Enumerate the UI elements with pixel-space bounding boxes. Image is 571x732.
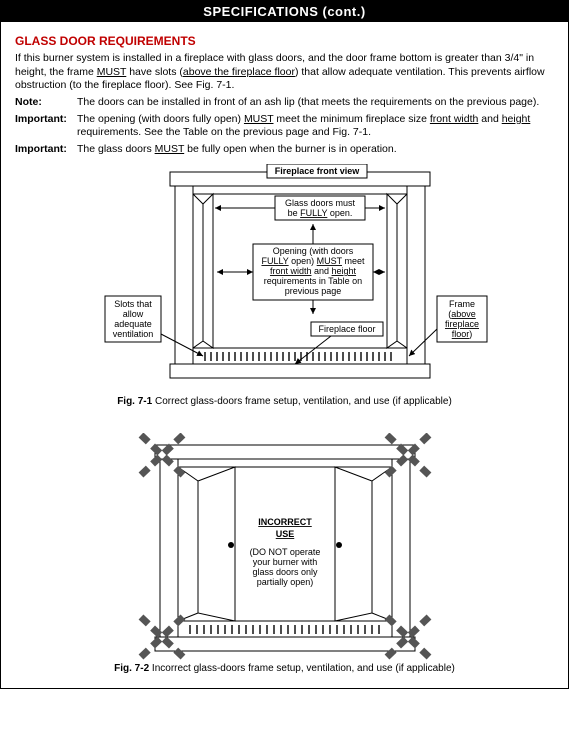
svg-text:Glass doors must: Glass doors must — [284, 198, 355, 208]
svg-text:INCORRECT: INCORRECT — [258, 517, 312, 527]
section-title: GLASS DOOR REQUIREMENTS — [15, 34, 554, 48]
svg-text:Fireplace floor: Fireplace floor — [318, 324, 375, 334]
svg-text:requirements in Table on: requirements in Table on — [263, 276, 361, 286]
note-row: Note: The doors can be installed in fron… — [15, 96, 554, 110]
svg-text:glass doors only: glass doors only — [252, 567, 318, 577]
important-label-2: Important: — [15, 143, 77, 157]
svg-text:fireplace: fireplace — [444, 319, 478, 329]
svg-text:adequate: adequate — [114, 319, 152, 329]
svg-text:Slots that: Slots that — [114, 299, 152, 309]
figure-7-2-caption: Fig. 7-2 Incorrect glass-doors frame set… — [15, 663, 554, 674]
svg-text:Fireplace front view: Fireplace front view — [274, 166, 360, 176]
svg-text:partially open): partially open) — [256, 577, 313, 587]
svg-text:front width and height: front width and height — [269, 266, 356, 276]
important-row-1: Important: The opening (with doors fully… — [15, 113, 554, 140]
figure-7-1-svg: Fireplace front view Glass doors must be… — [75, 164, 495, 394]
content-area: GLASS DOOR REQUIREMENTS If this burner s… — [1, 22, 568, 678]
intro-paragraph: If this burner system is installed in a … — [15, 52, 554, 93]
svg-text:be FULLY open.: be FULLY open. — [287, 208, 352, 218]
svg-text:FULLY open) MUST meet: FULLY open) MUST meet — [261, 256, 365, 266]
important-text-2: The glass doors MUST be fully open when … — [77, 143, 554, 157]
note-label: Note: — [15, 96, 77, 110]
important-row-2: Important: The glass doors MUST be fully… — [15, 143, 554, 157]
svg-text:your burner with: your burner with — [252, 557, 317, 567]
figure-7-2: INCORRECT USE (DO NOT operate your burne… — [15, 433, 554, 674]
svg-text:Frame: Frame — [448, 299, 474, 309]
svg-text:Opening (with doors: Opening (with doors — [272, 246, 353, 256]
svg-text:allow: allow — [122, 309, 143, 319]
svg-text:(DO NOT operate: (DO NOT operate — [249, 547, 320, 557]
note-text: The doors can be installed in front of a… — [77, 96, 554, 110]
important-label-1: Important: — [15, 113, 77, 140]
svg-text:floor): floor) — [451, 329, 472, 339]
figure-7-1: Fireplace front view Glass doors must be… — [15, 164, 554, 407]
header-bar: SPECIFICATIONS (cont.) — [1, 1, 568, 22]
page: SPECIFICATIONS (cont.) GLASS DOOR REQUIR… — [0, 0, 569, 689]
svg-text:ventilation: ventilation — [112, 329, 153, 339]
svg-text:USE: USE — [275, 529, 294, 539]
svg-text:(above: (above — [448, 309, 476, 319]
svg-text:previous page: previous page — [284, 286, 341, 296]
important-text-1: The opening (with doors fully open) MUST… — [77, 113, 554, 140]
figure-7-2-svg: INCORRECT USE (DO NOT operate your burne… — [135, 433, 435, 661]
figure-7-1-caption: Fig. 7-1 Correct glass-doors frame setup… — [15, 396, 554, 407]
